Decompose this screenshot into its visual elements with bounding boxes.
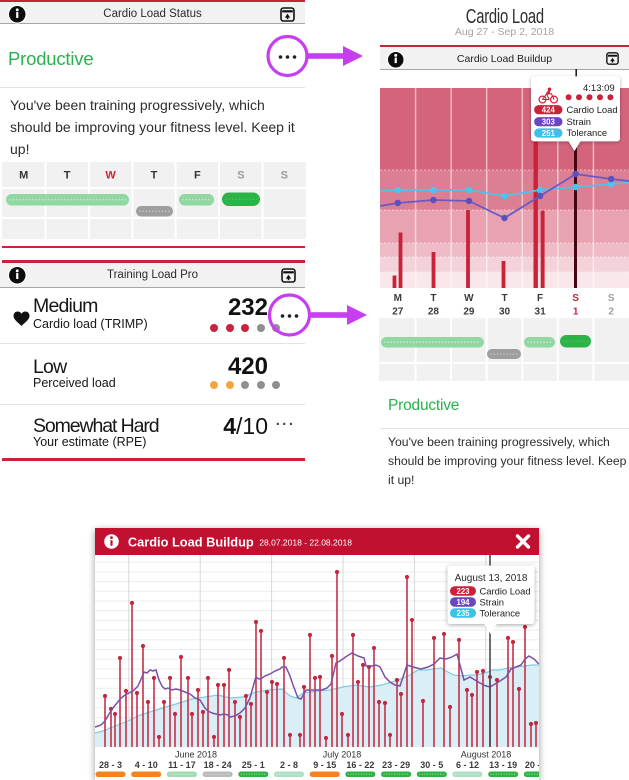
svg-text:28: 28 bbox=[428, 307, 440, 318]
svg-text:194: 194 bbox=[456, 598, 470, 607]
svg-text:W: W bbox=[464, 293, 474, 304]
svg-text:F: F bbox=[194, 170, 201, 182]
svg-text:2: 2 bbox=[608, 307, 614, 318]
svg-text:18 - 24: 18 - 24 bbox=[204, 760, 232, 770]
svg-text:T: T bbox=[151, 170, 158, 182]
svg-text:Tolerance: Tolerance bbox=[567, 127, 608, 138]
svg-text:S: S bbox=[237, 170, 244, 182]
svg-text:424: 424 bbox=[542, 106, 556, 115]
svg-text:F: F bbox=[537, 293, 543, 304]
svg-text:27: 27 bbox=[392, 307, 404, 318]
svg-text:4 - 10: 4 - 10 bbox=[135, 760, 158, 770]
svg-text:30: 30 bbox=[499, 307, 511, 318]
svg-text:1: 1 bbox=[573, 307, 579, 318]
svg-text:303: 303 bbox=[542, 118, 556, 127]
svg-text:S: S bbox=[281, 170, 288, 182]
svg-text:Strain: Strain bbox=[480, 596, 505, 607]
svg-text:9 - 15: 9 - 15 bbox=[313, 760, 336, 770]
svg-text:251: 251 bbox=[542, 129, 556, 138]
svg-text:Cardio Load: Cardio Load bbox=[480, 585, 531, 596]
svg-text:28.07.2018 - 22.08.2018: 28.07.2018 - 22.08.2018 bbox=[259, 538, 352, 548]
svg-text:Strain: Strain bbox=[567, 116, 592, 127]
svg-text:July 2018: July 2018 bbox=[323, 750, 362, 760]
svg-text:235: 235 bbox=[456, 609, 470, 618]
svg-text:M: M bbox=[394, 293, 402, 304]
svg-text:16 - 22: 16 - 22 bbox=[346, 760, 374, 770]
svg-text:T: T bbox=[501, 293, 507, 304]
svg-text:13 - 19: 13 - 19 bbox=[489, 760, 517, 770]
svg-text:August 2018: August 2018 bbox=[461, 750, 512, 760]
svg-text:223: 223 bbox=[456, 587, 470, 596]
svg-text:31: 31 bbox=[535, 307, 547, 318]
svg-text:S: S bbox=[608, 293, 615, 304]
svg-text:W: W bbox=[105, 170, 116, 182]
svg-text:Cardio Load: Cardio Load bbox=[567, 104, 618, 115]
svg-text:30 - 5: 30 - 5 bbox=[420, 760, 443, 770]
svg-text:Tolerance: Tolerance bbox=[480, 607, 521, 618]
svg-text:29: 29 bbox=[463, 307, 475, 318]
svg-text:M: M bbox=[19, 170, 28, 182]
svg-text:Cardio Load Buildup: Cardio Load Buildup bbox=[128, 535, 254, 550]
svg-text:August 13, 2018: August 13, 2018 bbox=[455, 573, 528, 584]
svg-text:June 2018: June 2018 bbox=[175, 750, 217, 760]
svg-text:23 - 29: 23 - 29 bbox=[382, 760, 410, 770]
svg-text:25 - 1: 25 - 1 bbox=[242, 760, 265, 770]
svg-text:T: T bbox=[430, 293, 436, 304]
svg-text:T: T bbox=[64, 170, 71, 182]
svg-text:4:13:09: 4:13:09 bbox=[583, 83, 615, 94]
svg-text:20 - 26: 20 - 26 bbox=[525, 760, 539, 770]
svg-text:2 - 8: 2 - 8 bbox=[280, 760, 298, 770]
svg-text:11 - 17: 11 - 17 bbox=[168, 760, 196, 770]
svg-text:6 - 12: 6 - 12 bbox=[456, 760, 479, 770]
svg-text:28 - 3: 28 - 3 bbox=[99, 760, 122, 770]
svg-text:S: S bbox=[572, 293, 579, 304]
